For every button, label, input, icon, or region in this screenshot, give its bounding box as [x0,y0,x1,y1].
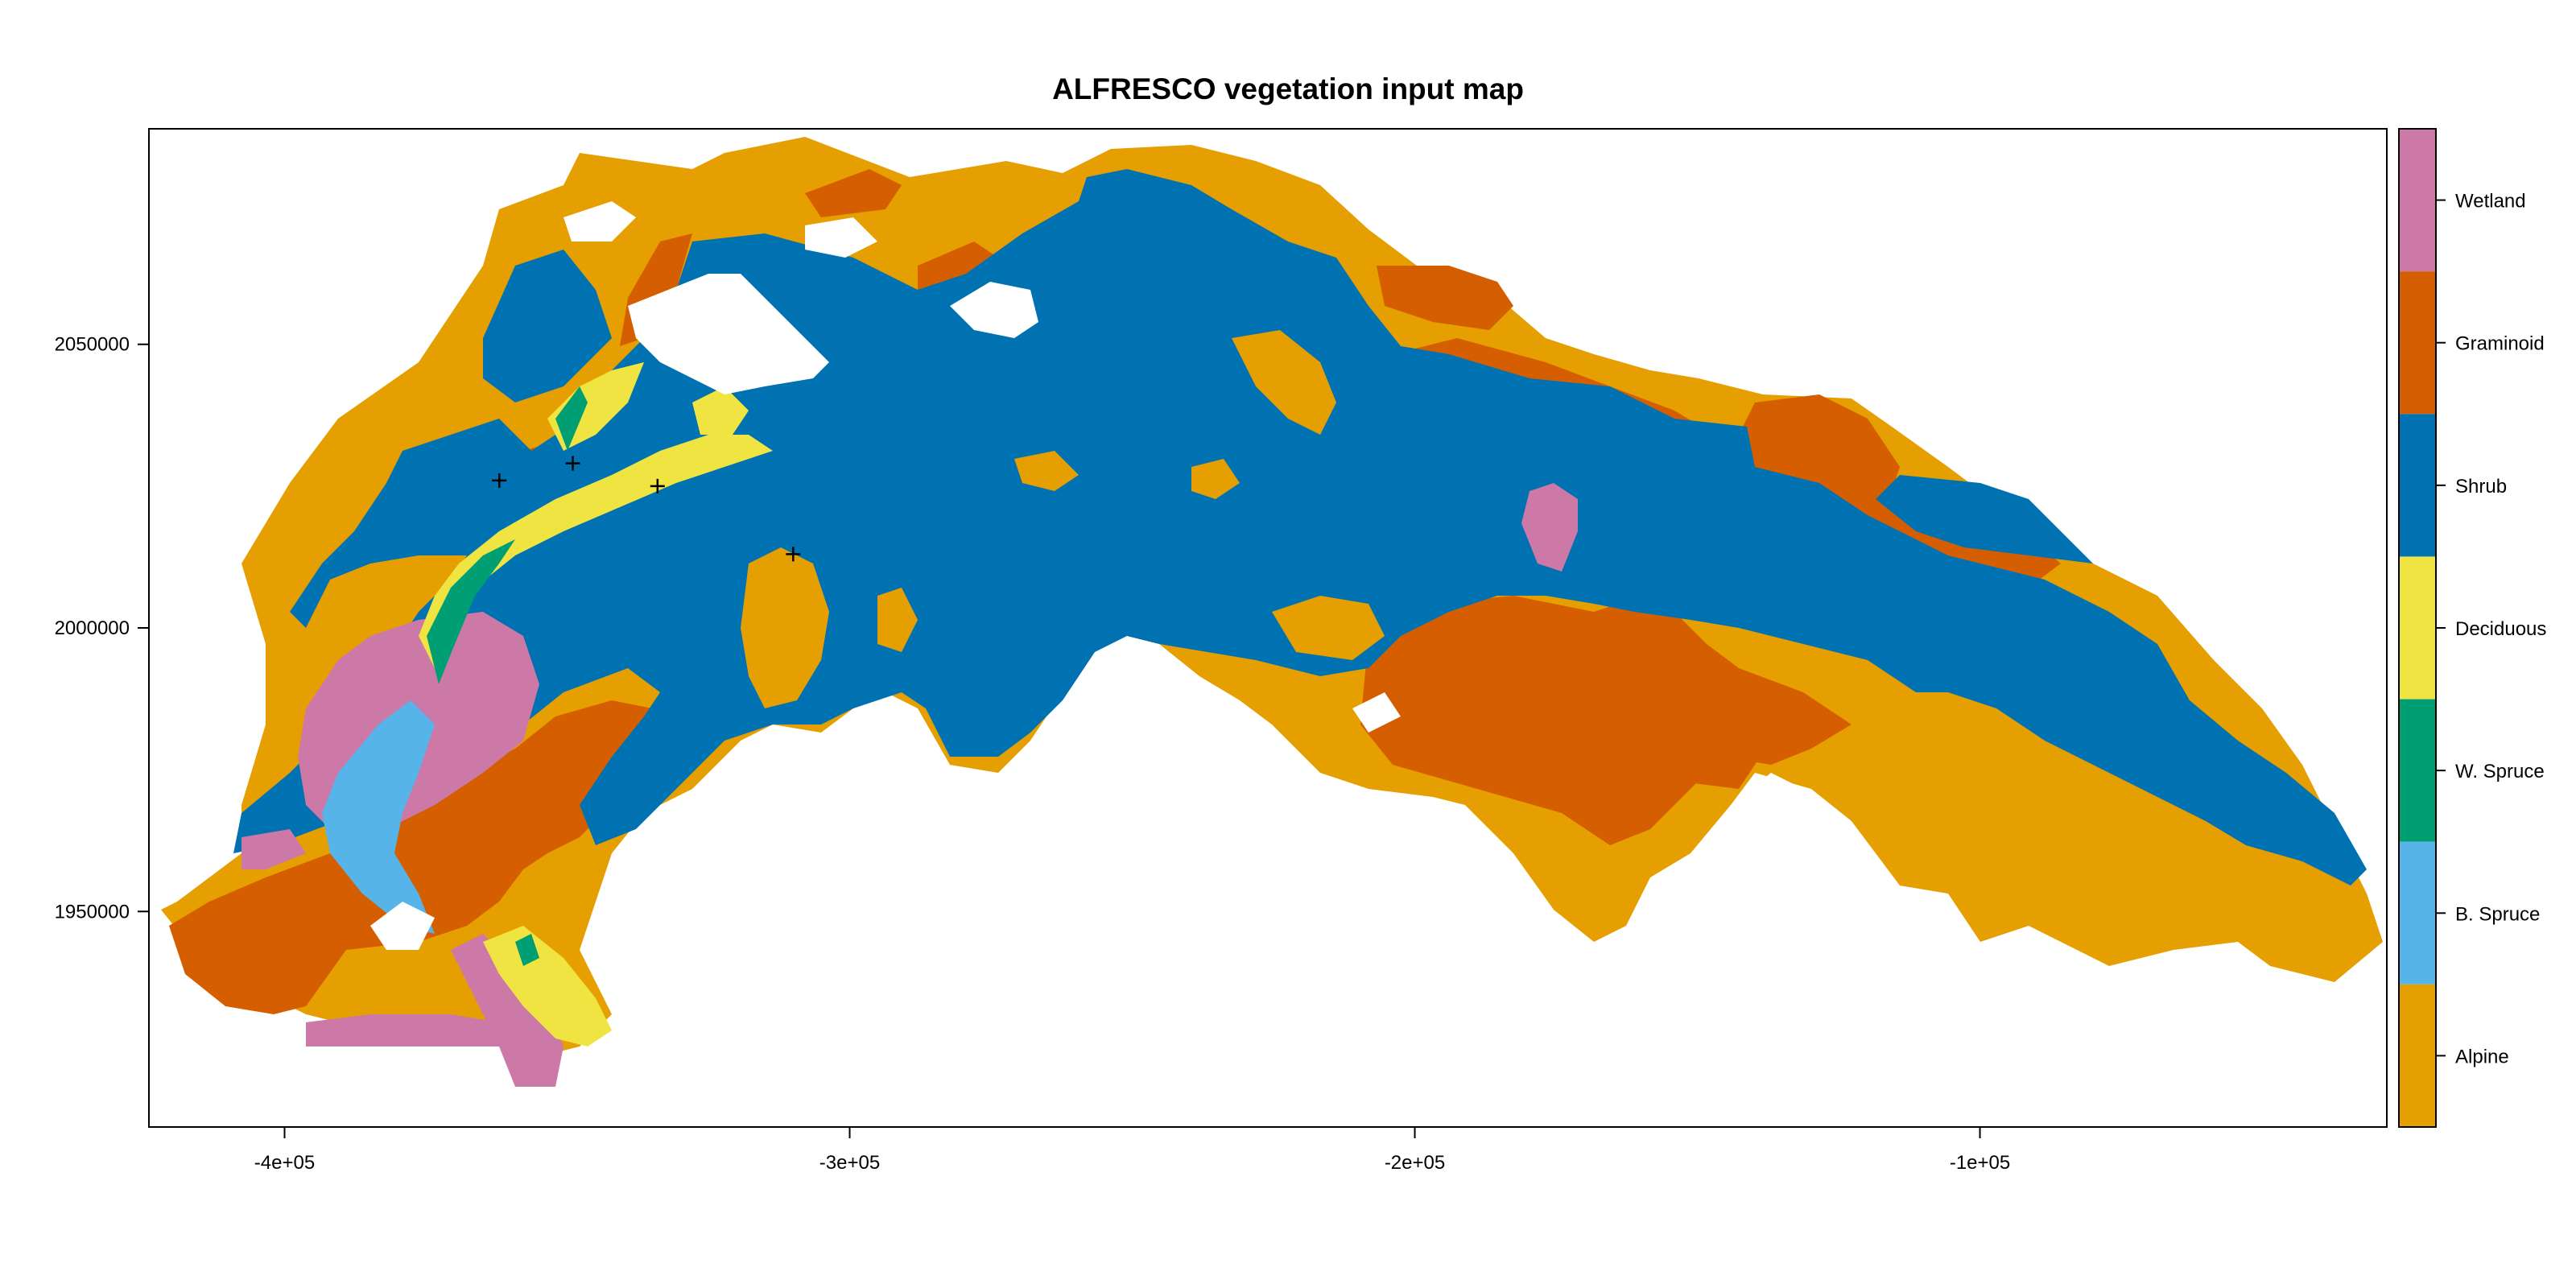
x-tick-label: -3e+05 [819,1152,880,1174]
wetland-region [451,934,564,1087]
no-data-gap [950,282,1038,338]
alpine-island [877,588,918,652]
shrub-region [869,483,1063,676]
legend-frame [2398,128,2437,1128]
deciduous-region [692,386,749,435]
wspruce-region [427,539,515,684]
no-data-gap [1352,692,1401,733]
legend-label: Graminoid [2455,333,2545,355]
graminoid-region [169,700,652,1014]
legend-swatch [2399,556,2436,700]
alpine-island [1191,459,1240,499]
legend-label: Deciduous [2455,618,2546,640]
legend-label: W. Spruce [2455,761,2545,782]
map-title: ALFRESCO vegetation input map [1052,72,1524,105]
alpine-island [1232,330,1336,435]
legend-label: Shrub [2455,476,2507,497]
legend-swatch [2399,271,2436,415]
alpine-island [1014,451,1079,491]
graminoid-region [1360,596,1852,845]
legend-swatch [2399,699,2436,842]
legend-label: B. Spruce [2455,903,2540,925]
legend-label: Wetland [2455,191,2526,213]
legend: Wetland Graminoid Shrub Deciduous W. Spruce B… [2398,128,2546,1128]
y-tick-label: 2050000 [55,334,130,356]
legend-swatch [2399,984,2436,1127]
deciduous-region [419,435,773,668]
alpine-island [741,547,829,708]
x-tick-label: -1e+05 [1950,1152,2010,1174]
y-axis: 2050000 2000000 1950000 [55,334,149,923]
no-data-gap [805,217,877,258]
x-tick-label: -2e+05 [1385,1152,1445,1174]
shrub-region [1256,282,1336,370]
legend-swatch [2399,841,2436,985]
x-axis: -4e+05 -3e+05 -2e+05 -1e+05 [254,1127,2010,1174]
deciduous-region [483,926,612,1046]
shrub-region [1876,475,2093,564]
no-data-gap [628,274,829,394]
graminoid-region [805,169,902,217]
y-tick-label: 2000000 [55,617,130,639]
cross-marker [650,478,665,493]
cross-marker [786,547,801,562]
vegetation-raster [161,137,2383,1087]
cross-marker [565,456,580,471]
y-tick-label: 1950000 [55,901,130,923]
legend-swatch [2399,129,2436,272]
wspruce-region [555,386,588,451]
wetland-region [242,829,306,869]
wetland-region [1521,483,1578,572]
no-data-gap [370,902,435,950]
marker-layer [492,456,801,562]
cross-marker [492,473,507,488]
legend-swatch [2399,414,2436,557]
graminoid-region [1377,266,1513,330]
legend-label: Alpine [2455,1046,2509,1067]
shrub-region [483,250,612,402]
alpine-island [1272,596,1385,660]
no-data-gap [1731,773,1835,869]
wspruce-region [515,934,539,966]
wetland-region [306,1014,531,1046]
x-tick-label: -4e+05 [254,1152,315,1174]
graminoid-region [1610,660,1771,789]
bspruce-region [322,700,435,934]
no-data-gap [564,201,636,242]
